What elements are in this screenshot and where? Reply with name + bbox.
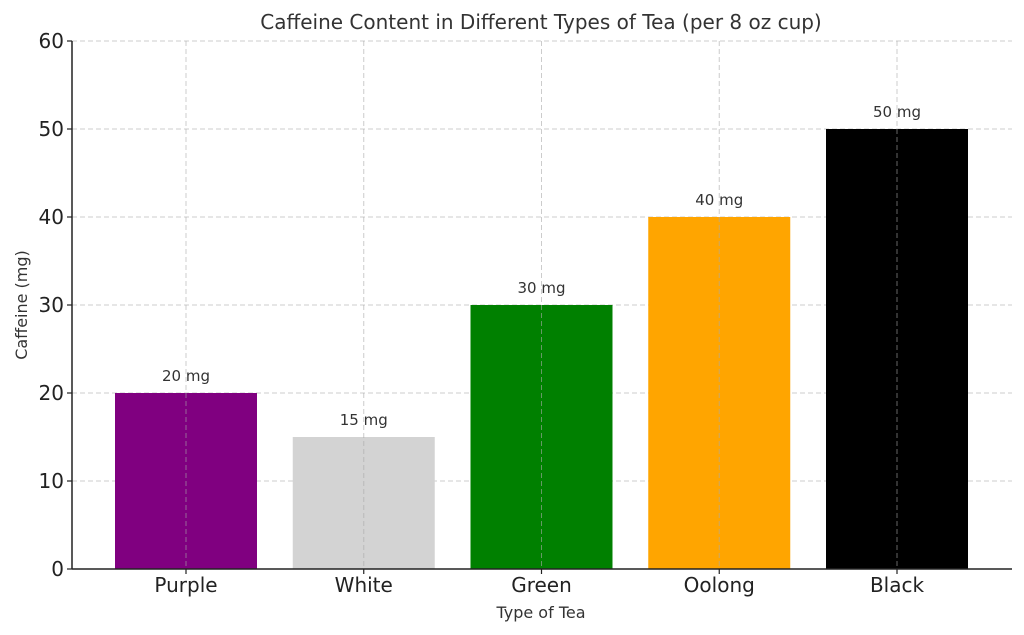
data-label: 40 mg [695,191,743,209]
data-label: 30 mg [518,279,566,297]
axes: 0 10 20 30 40 50 60 Purple White Green Oolong Black [39,29,1012,597]
data-label: 20 mg [162,367,210,385]
y-tick-label: 20 [39,381,64,405]
x-tick-label: Black [870,573,925,597]
y-tick-label: 0 [51,557,64,581]
y-tick-label: 40 [39,205,64,229]
x-axis-label: Type of Tea [495,603,585,622]
x-tick-label: Green [511,573,572,597]
x-tick-label: Oolong [684,573,755,597]
data-label: 15 mg [340,411,388,429]
y-axis-label: Caffeine (mg) [12,250,31,360]
y-tick-label: 30 [39,293,64,317]
data-labels: 20 mg 15 mg 30 mg 40 mg 50 mg [162,103,921,429]
chart-title: Caffeine Content in Different Types of T… [260,10,822,34]
data-label: 50 mg [873,103,921,121]
vertical-grid-lines [185,41,898,569]
x-tick-label: Purple [154,573,217,597]
x-tick-label: White [335,573,393,597]
y-tick-label: 10 [39,469,64,493]
y-tick-label: 60 [39,29,64,53]
y-tick-label: 50 [39,117,64,141]
